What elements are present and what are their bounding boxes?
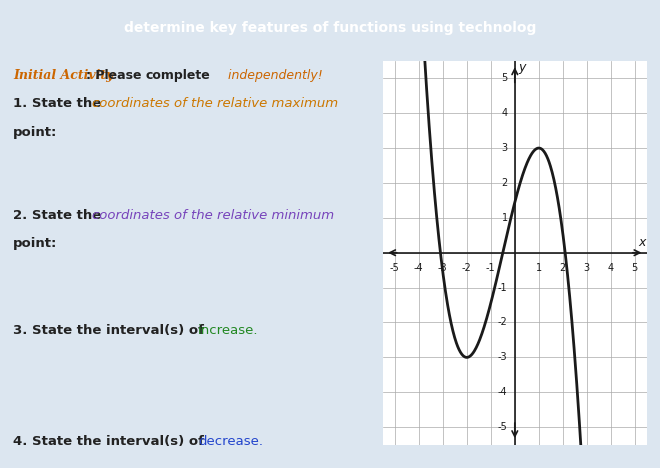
Text: -5: -5	[390, 263, 400, 273]
Text: 3: 3	[583, 263, 590, 273]
Text: increase.: increase.	[198, 324, 259, 337]
Text: 5: 5	[632, 263, 638, 273]
Text: -3: -3	[498, 352, 508, 362]
Text: coordinates of the relative maximum: coordinates of the relative maximum	[92, 97, 339, 110]
Text: -4: -4	[414, 263, 424, 273]
Text: 4. State the interval(s) of: 4. State the interval(s) of	[13, 435, 209, 448]
Text: 1. State the: 1. State the	[13, 97, 106, 110]
Text: -4: -4	[498, 387, 508, 397]
Text: 2. State the: 2. State the	[13, 209, 106, 221]
Text: 4: 4	[608, 263, 614, 273]
Text: : Please: : Please	[86, 68, 146, 81]
Text: -2: -2	[498, 317, 508, 328]
Text: 3: 3	[502, 143, 508, 153]
Text: independently!: independently!	[224, 68, 323, 81]
Text: 5: 5	[502, 73, 508, 83]
Text: -3: -3	[438, 263, 447, 273]
Text: -2: -2	[462, 263, 472, 273]
Text: determine key features of functions using technolog: determine key features of functions usin…	[124, 21, 536, 35]
Text: y: y	[518, 61, 526, 74]
Text: point:: point:	[13, 237, 57, 250]
Text: 4: 4	[502, 108, 508, 118]
Text: 2: 2	[560, 263, 566, 273]
Text: 2: 2	[502, 178, 508, 188]
Text: -1: -1	[498, 283, 508, 292]
Text: 1: 1	[502, 213, 508, 223]
Text: Initial Activity: Initial Activity	[13, 68, 114, 81]
Text: point:: point:	[13, 126, 57, 139]
Text: 3. State the interval(s) of: 3. State the interval(s) of	[13, 324, 209, 337]
Text: decrease.: decrease.	[198, 435, 263, 448]
Text: 1: 1	[536, 263, 542, 273]
Text: complete: complete	[145, 68, 210, 81]
Text: -5: -5	[498, 422, 508, 432]
Text: coordinates of the relative minimum: coordinates of the relative minimum	[92, 209, 335, 221]
Text: x: x	[638, 236, 645, 249]
Text: -1: -1	[486, 263, 496, 273]
